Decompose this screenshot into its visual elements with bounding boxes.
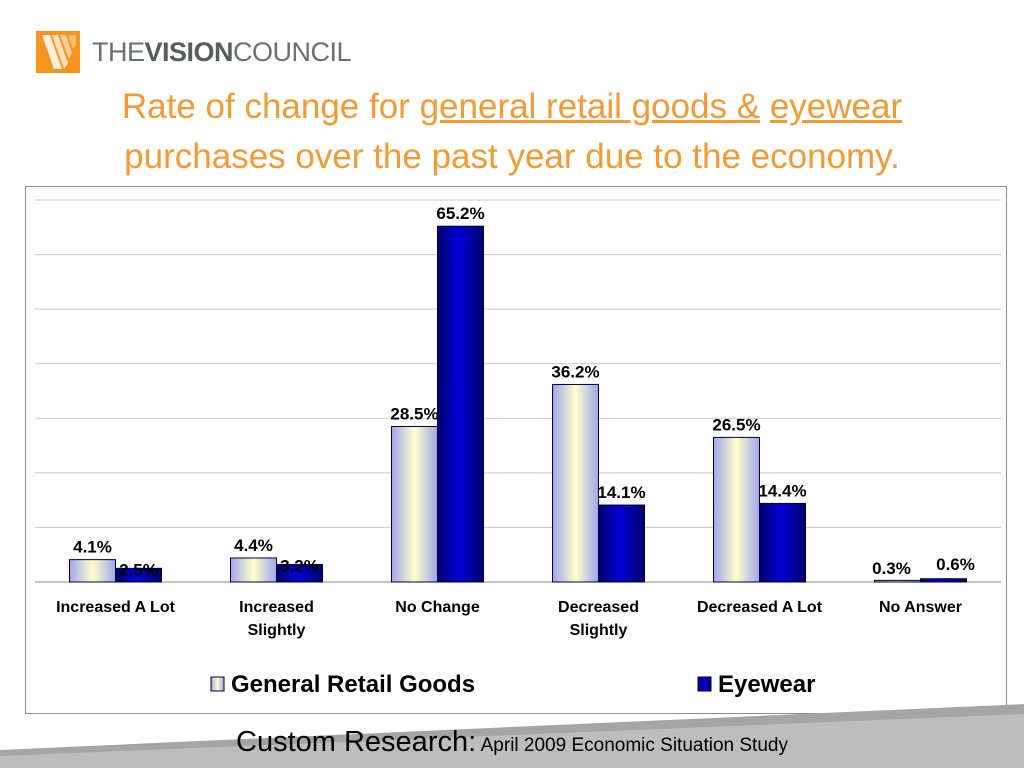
bar-general-retail xyxy=(713,436,760,583)
bar-eyewear xyxy=(759,502,806,583)
bar-general-retail xyxy=(230,557,277,583)
data-label: 14.4% xyxy=(758,481,806,500)
bar-eyewear xyxy=(598,504,645,583)
data-label: 26.5% xyxy=(712,415,760,434)
logo-word-the: THE xyxy=(92,36,145,67)
category-label: Decreased xyxy=(558,599,639,616)
title-line-1: Rate of change for general retail goods … xyxy=(0,82,1024,132)
logo-mark-icon xyxy=(36,31,80,73)
bar-general-retail xyxy=(552,383,599,583)
logo-word-council: COUNCIL xyxy=(233,36,352,67)
data-label: 2.5% xyxy=(119,560,158,579)
category-label: Decreased A Lot xyxy=(697,599,823,616)
data-label: 0.6% xyxy=(936,555,975,574)
title-link-eyewear[interactable]: eyewear xyxy=(769,87,903,126)
footer-sub-text: April 2009 Economic Situation Study xyxy=(480,735,788,756)
legend-label: Eyewear xyxy=(718,671,815,698)
title-line-2: purchases over the past year due to the … xyxy=(124,137,900,176)
bar-eyewear xyxy=(920,578,967,583)
bars xyxy=(69,225,967,583)
data-label: 14.1% xyxy=(597,483,645,502)
gridlines xyxy=(35,199,1001,583)
title-text-part1: Rate of change for xyxy=(121,87,420,126)
bar-eyewear xyxy=(437,225,484,583)
bar-eyewear xyxy=(115,567,162,583)
data-label: 4.1% xyxy=(73,538,112,557)
bar-general-retail xyxy=(69,559,116,583)
data-label: 4.4% xyxy=(234,536,273,555)
bar-general-retail xyxy=(874,579,921,583)
data-label: 65.2% xyxy=(436,204,484,223)
bar-general-retail xyxy=(391,425,438,583)
data-label: 36.2% xyxy=(551,362,599,381)
logo-word-vision: VISION xyxy=(144,36,234,67)
legend-swatch xyxy=(210,676,225,692)
data-labels: 4.1% 2.5% 4.4% 3.2% 28.5% 65.2% 36.2% 14.1% 26.5… xyxy=(73,204,975,579)
vision-council-logo: THEVISIONCOUNCIL xyxy=(36,28,352,76)
logo-wordmark: THEVISIONCOUNCIL xyxy=(92,36,352,68)
footer: Custom Research: April 2009 Economic Sit… xyxy=(0,726,1024,759)
category-label: No Change xyxy=(395,599,480,616)
bar-eyewear xyxy=(276,564,323,583)
category-label: Increased xyxy=(239,599,314,616)
category-label: Slightly xyxy=(570,622,628,639)
title-text-part2 xyxy=(760,87,770,126)
legend-swatch xyxy=(697,676,712,692)
legend-label: General Retail Goods xyxy=(231,671,475,698)
category-labels: Increased A Lot Increased Slightly No Chang… xyxy=(56,599,962,639)
category-label: Increased A Lot xyxy=(56,599,176,616)
data-label: 3.2% xyxy=(280,557,319,576)
title-link-general-retail[interactable]: general retail goods & xyxy=(419,87,761,126)
data-label: 0.3% xyxy=(872,559,911,578)
category-label: Slightly xyxy=(248,622,306,639)
slide-title: Rate of change for general retail goods … xyxy=(0,82,1024,182)
legend: General Retail Goods Eyewear xyxy=(210,671,815,698)
footer-band xyxy=(0,704,1024,768)
category-label: No Answer xyxy=(879,599,962,616)
footer-main-text: Custom Research: xyxy=(236,726,477,758)
data-label: 28.5% xyxy=(390,404,438,423)
bar-chart: 4.1% 2.5% 4.4% 3.2% 28.5% 65.2% 36.2% 14.1% 26.5… xyxy=(35,199,1001,698)
chart-frame: 4.1% 2.5% 4.4% 3.2% 28.5% 65.2% 36.2% 14.1% 26.5… xyxy=(25,186,1007,714)
